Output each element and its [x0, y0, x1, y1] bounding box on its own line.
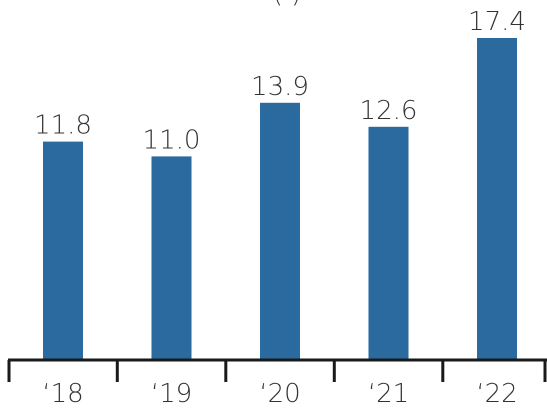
x-ticks-group: [7, 360, 547, 382]
value-label-5: 17.4: [468, 7, 526, 37]
x-tick-labels-group: ‘18 ‘19 ‘20 ‘21 ‘22: [42, 379, 517, 409]
x-tick-label-3: ‘20: [259, 379, 300, 409]
bar-2: [151, 156, 192, 360]
x-tick-label-5: ‘22: [476, 379, 517, 409]
value-label-3: 13.9: [251, 72, 309, 102]
x-tick-label-2: ‘19: [151, 379, 192, 409]
bars-group: [43, 38, 517, 361]
x-tick-label-1: ‘18: [42, 379, 83, 409]
value-label-4: 12.6: [360, 96, 418, 126]
bar-5: [477, 38, 517, 360]
value-label-2: 11.0: [143, 125, 201, 155]
bar-1: [43, 141, 83, 360]
bar-3: [260, 102, 300, 361]
value-labels-group: 11.8 11.0 13.9 12.6 17.4: [34, 7, 526, 155]
x-tick-label-4: ‘21: [368, 379, 409, 409]
bar-4: [368, 126, 409, 360]
chart-title-fragment: ( ): [273, 0, 302, 9]
value-label-1: 11.8: [34, 111, 92, 141]
